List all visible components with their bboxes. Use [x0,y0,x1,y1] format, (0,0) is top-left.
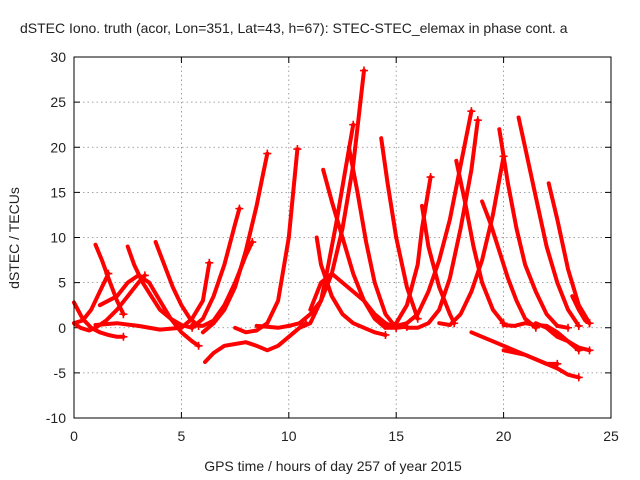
series-end-marker [119,310,128,319]
y-tick-label: 5 [58,275,66,291]
y-axis-label: dSTEC / TECUs [6,187,22,289]
series-line-8 [93,260,212,332]
series-line-23 [420,203,457,326]
series-line-30 [546,181,592,326]
series-line-17 [314,235,388,337]
series-line-2 [72,273,147,333]
series-line-34 [533,321,581,353]
series-line-18 [321,167,399,330]
series-end-marker [194,341,203,350]
series-line-29 [516,115,581,328]
series-end-marker [359,66,368,75]
series-end-marker [235,204,244,213]
x-tick-label: 5 [178,428,186,444]
series-line-11 [190,240,255,328]
y-tick-label: 30 [50,49,66,65]
series-end-marker [564,323,573,332]
series-end-marker [119,332,128,341]
x-tick-label: 15 [388,428,404,444]
x-axis-label: GPS time / hours of day 257 of year 2015 [204,458,462,474]
series-end-marker [381,330,390,339]
series-group [72,66,594,382]
series-line-10 [200,151,270,335]
series-line-26 [454,158,506,326]
series-line-13 [233,147,300,335]
series-end-marker [426,173,435,182]
y-tick-label: 10 [50,230,66,246]
series-end-marker [574,321,583,330]
series-line-33 [501,348,581,380]
x-tick-labels: 0 5 10 15 20 25 [70,428,619,444]
series-end-marker [104,269,113,278]
y-tick-label: 0 [58,320,66,336]
series-line-4 [72,271,111,326]
y-tick-labels: -10 -5 0 5 10 15 20 25 30 [46,49,66,426]
series-line-27 [480,199,538,330]
series-line-25 [437,154,506,327]
series-end-marker [205,258,214,267]
series-line-28 [497,127,570,330]
x-tick-label: 10 [281,428,297,444]
series-line-24 [404,118,480,330]
x-tick-label: 20 [496,428,512,444]
series-end-marker [293,145,302,154]
y-tick-label: 15 [50,184,66,200]
series-end-marker [263,149,272,158]
series-end-marker [467,107,476,116]
plot-frame [73,56,612,419]
x-tick-label: 0 [70,428,78,444]
series-line-5 [97,273,201,348]
series-end-marker [585,319,594,328]
chart-title: dSTEC Iono. truth (acor, Lon=351, Lat=43… [20,20,568,36]
series-end-marker [574,373,583,382]
series-line-19 [346,145,399,330]
y-tick-label: 20 [50,139,66,155]
series-line-15 [297,122,356,330]
x-tick-label: 25 [603,428,619,444]
y-tick-label: -5 [54,365,67,381]
series-line-6 [125,244,195,330]
series-line-9 [190,206,242,330]
series-end-marker [473,116,482,125]
series-line-12 [203,321,308,364]
series-end-marker [349,120,358,129]
y-tick-label: -10 [46,410,66,426]
series-end-marker [585,346,594,355]
series-end-marker [574,346,583,355]
series-line-35 [570,294,592,326]
y-tick-label: 25 [50,94,66,110]
series-end-marker [248,238,257,247]
series-line-32 [469,330,560,366]
series-line-14 [254,68,366,330]
